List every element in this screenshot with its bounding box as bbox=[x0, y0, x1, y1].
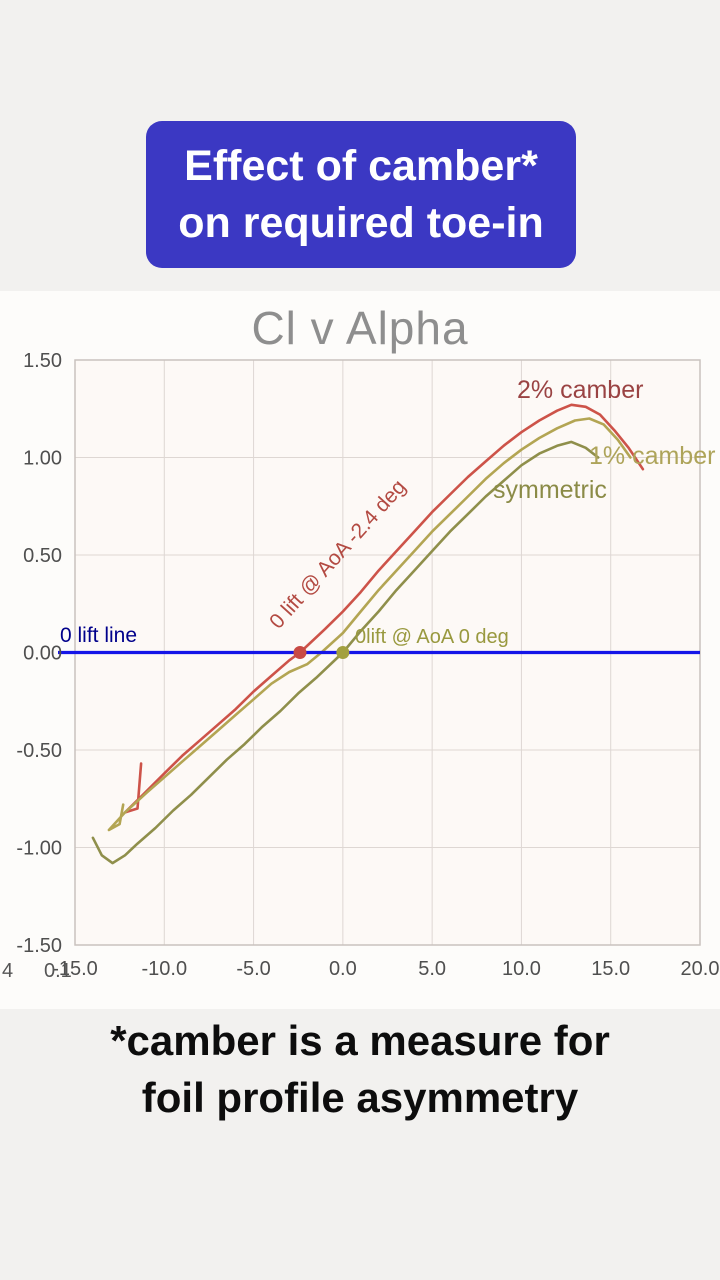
headline-line-1: Effect of camber* bbox=[184, 141, 538, 190]
x-tick-label: 10.0 bbox=[502, 958, 541, 980]
x-tick-label: 20.0 bbox=[681, 958, 720, 980]
x-tick-label: -10.0 bbox=[141, 958, 187, 980]
footnote-line-2: foil profile asymmetry bbox=[141, 1074, 579, 1121]
olive-zero-lift-annotation: 0lift @ AoA 0 deg bbox=[355, 626, 509, 648]
x-tick-label: 0.0 bbox=[329, 958, 357, 980]
chart-title: Cl v Alpha bbox=[251, 302, 469, 354]
series-label-symmetric: symmetric bbox=[493, 476, 607, 504]
red-zero-lift-marker bbox=[293, 646, 307, 659]
footnote-caption: *camber is a measure for foil profile as… bbox=[0, 1012, 720, 1126]
y-tick-label: -0.50 bbox=[16, 740, 62, 762]
x-tick-label: -5.0 bbox=[236, 958, 270, 980]
axis-artifact-text: 4 bbox=[2, 960, 14, 982]
headline-banner: Effect of camber* on required toe-in bbox=[146, 121, 576, 268]
y-tick-label: -1.00 bbox=[16, 838, 62, 860]
y-tick-label: -1.50 bbox=[16, 935, 62, 957]
x-tick-label: 15.0 bbox=[591, 958, 630, 980]
olive-zero-lift-marker bbox=[336, 646, 350, 659]
y-tick-label: 0.50 bbox=[23, 545, 62, 567]
y-tick-label: 1.50 bbox=[23, 350, 62, 372]
x-tick-label: 5.0 bbox=[418, 958, 446, 980]
zero-lift-line-label: 0 lift line bbox=[60, 624, 138, 647]
axis-artifact-overlap-text: 0.1 bbox=[44, 960, 72, 982]
series-label-1pct-camber: 1% camber bbox=[589, 442, 716, 470]
cl-v-alpha-chart: -15.0 -10.0 -5.0 0.0 5.0 10.0 15.0 20.0 1.50 1.00… bbox=[16, 350, 720, 980]
x-tick-label: -15.0 bbox=[52, 958, 98, 980]
series-label-2pct-camber: 2% camber bbox=[517, 376, 644, 404]
y-tick-label: 1.00 bbox=[23, 448, 62, 470]
headline-line-2: on required toe-in bbox=[178, 198, 544, 247]
footnote-line-1: *camber is a measure for bbox=[110, 1017, 610, 1064]
y-tick-label: 0.00 bbox=[23, 643, 62, 665]
series-curve-1 bbox=[107, 417, 632, 832]
series-curve-0 bbox=[123, 403, 645, 814]
